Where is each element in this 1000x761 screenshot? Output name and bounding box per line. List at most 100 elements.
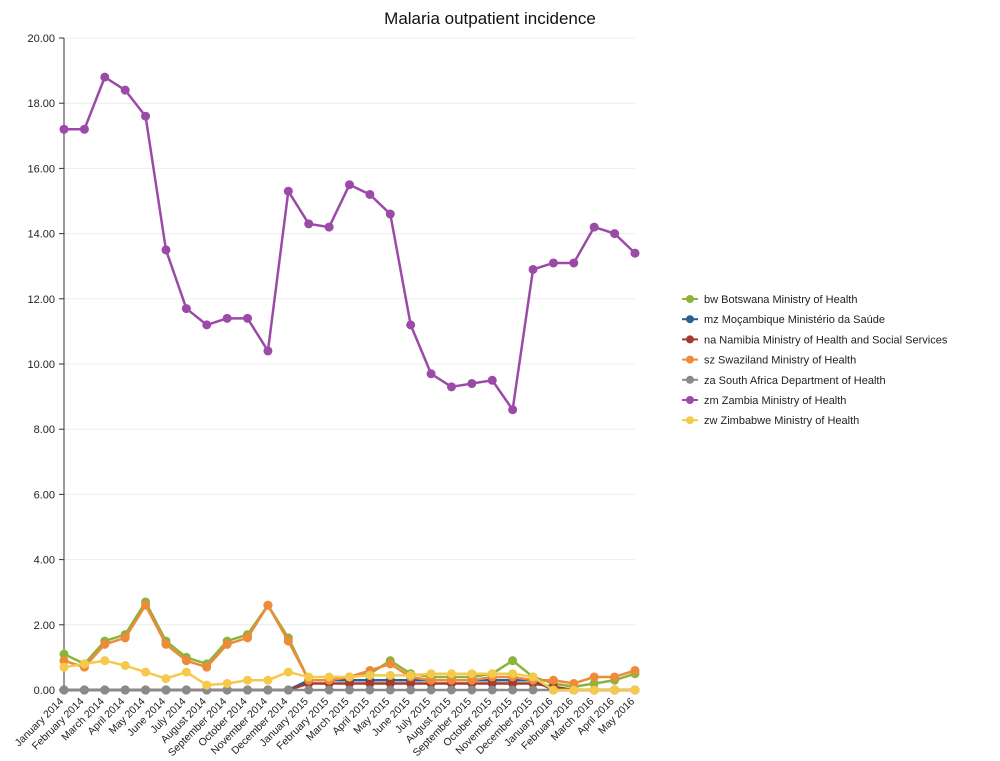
- data-point[interactable]: [79, 685, 89, 695]
- data-point[interactable]: [508, 685, 518, 695]
- data-point[interactable]: [263, 675, 273, 685]
- data-point[interactable]: [263, 685, 273, 695]
- legend-item[interactable]: sz Swaziland Ministry of Health: [682, 355, 856, 367]
- legend-item[interactable]: zm Zambia Ministry of Health: [682, 395, 846, 407]
- data-point[interactable]: [161, 685, 171, 695]
- data-point[interactable]: [569, 685, 579, 695]
- data-point[interactable]: [548, 685, 558, 695]
- data-point[interactable]: [181, 304, 191, 314]
- data-point[interactable]: [630, 248, 640, 258]
- data-point[interactable]: [324, 222, 334, 232]
- data-point[interactable]: [202, 680, 212, 690]
- data-point[interactable]: [263, 600, 273, 610]
- data-point[interactable]: [446, 669, 456, 679]
- data-point[interactable]: [283, 685, 293, 695]
- data-point[interactable]: [59, 124, 69, 134]
- data-point[interactable]: [59, 685, 69, 695]
- data-point[interactable]: [365, 670, 375, 680]
- data-point[interactable]: [589, 678, 599, 688]
- data-point[interactable]: [569, 678, 579, 688]
- data-point[interactable]: [467, 675, 477, 685]
- data-point[interactable]: [426, 669, 436, 679]
- data-point[interactable]: [548, 258, 558, 268]
- data-point[interactable]: [610, 685, 620, 695]
- data-point[interactable]: [243, 633, 253, 643]
- data-point[interactable]: [385, 659, 395, 669]
- data-point[interactable]: [324, 672, 334, 682]
- data-point[interactable]: [100, 685, 110, 695]
- data-point[interactable]: [508, 656, 518, 666]
- data-point[interactable]: [467, 685, 477, 695]
- data-point[interactable]: [222, 685, 232, 695]
- data-point[interactable]: [487, 685, 497, 695]
- data-point[interactable]: [487, 375, 497, 385]
- data-point[interactable]: [548, 675, 558, 685]
- data-point[interactable]: [100, 639, 110, 649]
- data-point[interactable]: [141, 685, 151, 695]
- data-point[interactable]: [222, 678, 232, 688]
- data-point[interactable]: [365, 678, 375, 688]
- data-point[interactable]: [569, 258, 579, 268]
- data-point[interactable]: [426, 685, 436, 695]
- data-point[interactable]: [365, 189, 375, 199]
- data-point[interactable]: [181, 656, 191, 666]
- data-point[interactable]: [385, 685, 395, 695]
- data-point[interactable]: [202, 320, 212, 330]
- data-point[interactable]: [487, 678, 497, 688]
- data-point[interactable]: [467, 669, 477, 679]
- data-point[interactable]: [243, 313, 253, 323]
- data-point[interactable]: [426, 369, 436, 379]
- data-point[interactable]: [222, 313, 232, 323]
- data-point[interactable]: [304, 219, 314, 229]
- data-point[interactable]: [120, 85, 130, 95]
- data-point[interactable]: [589, 672, 599, 682]
- data-point[interactable]: [283, 636, 293, 646]
- data-point[interactable]: [161, 245, 171, 255]
- data-point[interactable]: [385, 678, 395, 688]
- data-point[interactable]: [243, 675, 253, 685]
- data-point[interactable]: [202, 662, 212, 672]
- data-point[interactable]: [304, 685, 314, 695]
- data-point[interactable]: [406, 670, 416, 680]
- data-point[interactable]: [304, 672, 314, 682]
- data-point[interactable]: [283, 667, 293, 677]
- data-point[interactable]: [345, 685, 354, 695]
- data-point[interactable]: [79, 659, 89, 669]
- data-point[interactable]: [446, 382, 456, 392]
- data-point[interactable]: [324, 685, 334, 695]
- data-point[interactable]: [345, 678, 354, 688]
- data-point[interactable]: [426, 675, 436, 685]
- legend-item[interactable]: zw Zimbabwe Ministry of Health: [682, 415, 859, 427]
- legend-item[interactable]: na Namibia Ministry of Health and Social…: [682, 334, 948, 346]
- data-point[interactable]: [79, 124, 89, 134]
- data-point[interactable]: [610, 672, 620, 682]
- legend-item[interactable]: mz Moçambique Ministério da Saúde: [682, 314, 885, 326]
- data-point[interactable]: [283, 186, 293, 196]
- data-point[interactable]: [508, 678, 518, 688]
- data-point[interactable]: [161, 639, 171, 649]
- data-point[interactable]: [345, 180, 354, 190]
- data-point[interactable]: [222, 639, 232, 649]
- data-point[interactable]: [59, 649, 69, 659]
- data-point[interactable]: [243, 685, 253, 695]
- data-point[interactable]: [528, 672, 538, 682]
- data-point[interactable]: [528, 685, 538, 695]
- legend-item[interactable]: za South Africa Department of Health: [682, 375, 886, 387]
- legend-item[interactable]: bw Botswana Ministry of Health: [682, 294, 857, 306]
- data-point[interactable]: [528, 264, 538, 274]
- data-point[interactable]: [120, 633, 130, 643]
- data-point[interactable]: [120, 685, 130, 695]
- data-point[interactable]: [446, 675, 456, 685]
- data-point[interactable]: [181, 667, 191, 677]
- data-point[interactable]: [446, 685, 456, 695]
- data-point[interactable]: [141, 600, 151, 610]
- data-point[interactable]: [589, 222, 599, 232]
- data-point[interactable]: [630, 665, 640, 675]
- data-point[interactable]: [120, 661, 130, 671]
- data-point[interactable]: [630, 685, 640, 695]
- data-point[interactable]: [385, 670, 395, 680]
- data-point[interactable]: [610, 229, 620, 239]
- data-point[interactable]: [141, 111, 151, 121]
- data-point[interactable]: [263, 346, 273, 356]
- data-point[interactable]: [345, 672, 354, 682]
